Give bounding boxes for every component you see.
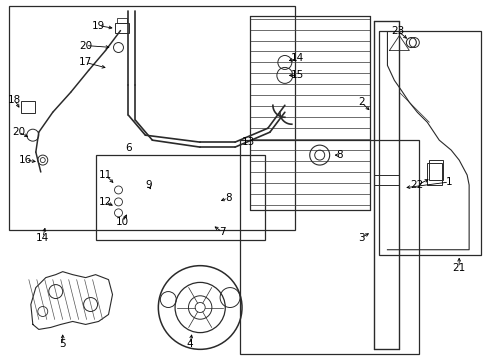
Bar <box>115 23 129 32</box>
Bar <box>95 155 264 240</box>
Text: 6: 6 <box>125 143 131 153</box>
Bar <box>117 18 127 23</box>
Text: 15: 15 <box>290 71 304 80</box>
Text: 16: 16 <box>19 155 32 165</box>
Text: 7: 7 <box>218 227 225 237</box>
Text: 14: 14 <box>36 233 49 243</box>
Text: 8: 8 <box>336 150 342 160</box>
Text: 22: 22 <box>410 180 423 190</box>
Text: 18: 18 <box>8 95 21 105</box>
Text: 1: 1 <box>445 177 451 187</box>
Text: 14: 14 <box>290 54 304 63</box>
Text: 11: 11 <box>99 170 112 180</box>
Text: 10: 10 <box>116 217 129 227</box>
Bar <box>9 6 294 230</box>
Bar <box>428 160 442 180</box>
Bar <box>379 31 480 255</box>
Text: 2: 2 <box>358 97 364 107</box>
Text: 5: 5 <box>59 339 66 349</box>
Text: 21: 21 <box>451 263 465 273</box>
Text: 20: 20 <box>79 41 92 50</box>
Bar <box>21 101 35 113</box>
Bar <box>427 163 441 185</box>
Text: 4: 4 <box>186 339 193 349</box>
Text: 19: 19 <box>92 21 105 31</box>
Text: 12: 12 <box>99 197 112 207</box>
Bar <box>240 140 419 354</box>
Text: 20: 20 <box>12 127 25 137</box>
Text: 8: 8 <box>224 193 231 203</box>
Text: 9: 9 <box>145 180 151 190</box>
Text: 3: 3 <box>358 233 364 243</box>
Text: 17: 17 <box>79 58 92 67</box>
Text: 23: 23 <box>390 26 403 36</box>
Text: 13: 13 <box>241 137 254 147</box>
